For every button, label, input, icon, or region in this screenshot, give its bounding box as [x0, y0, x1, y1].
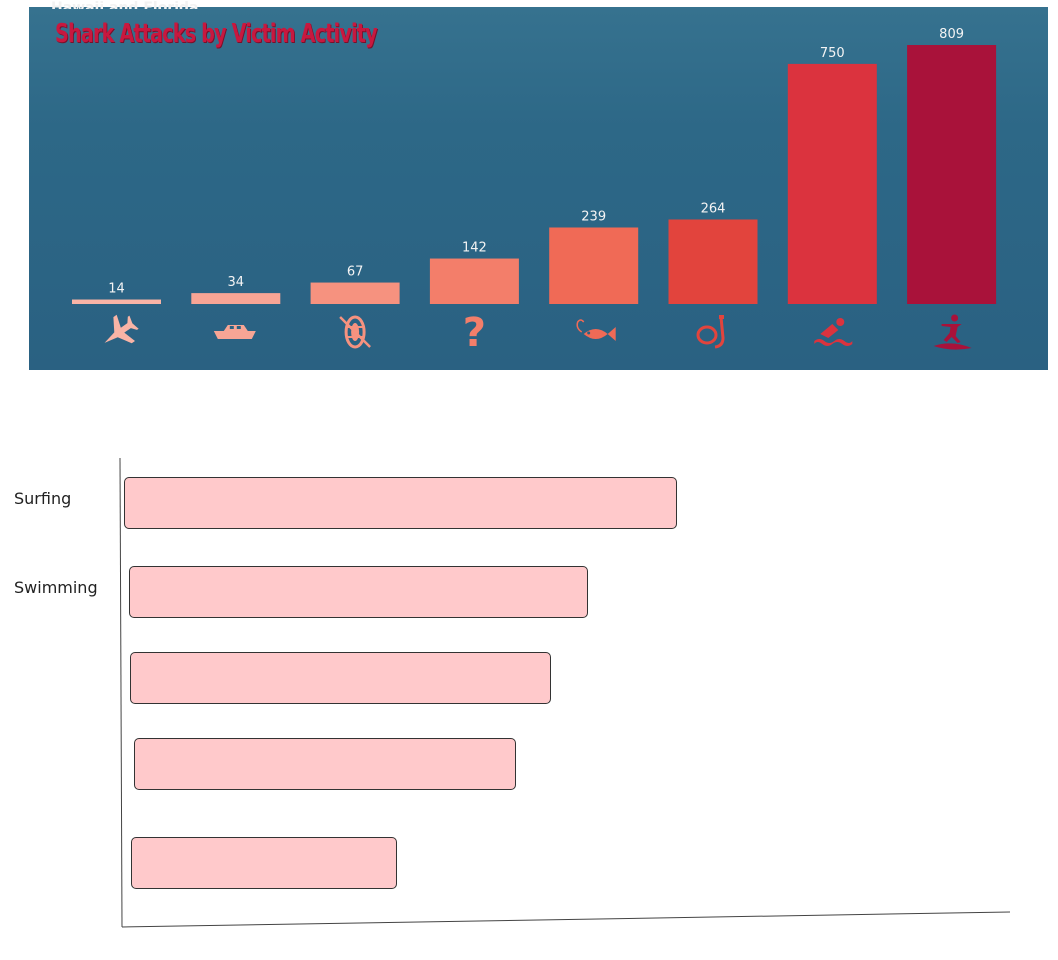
- bar-surfing: [907, 45, 997, 304]
- fishing-icon: [576, 319, 616, 341]
- bar-unknown: [429, 258, 519, 304]
- shark-chart-panel: Hawaii and Florida Shark Attacks by Vict…: [29, 0, 1048, 370]
- sketch-bar: [130, 652, 551, 704]
- bar-value-label: 14: [108, 282, 125, 297]
- bar-value-label: 264: [701, 201, 726, 216]
- bar-value-label: 750: [820, 46, 845, 61]
- bar-value-label: 142: [462, 241, 487, 256]
- unknown-icon: ?: [463, 310, 486, 356]
- rafting-icon: [339, 315, 371, 349]
- bar-airplane: [72, 299, 161, 304]
- svg-text:?: ?: [463, 310, 486, 356]
- chart-title: Shark Attacks by Victim Activity: [55, 19, 378, 49]
- bar-value-label: 67: [347, 265, 364, 280]
- bar-rafting: [310, 282, 400, 304]
- bar-fishing: [549, 227, 639, 304]
- boat-icon: [213, 325, 256, 339]
- bar-value-label: 239: [581, 209, 606, 224]
- swimming-icon: [814, 318, 853, 346]
- sketch-bar: [134, 738, 516, 790]
- sketch-bar: [131, 837, 397, 889]
- snorkeling-icon: [696, 315, 725, 349]
- surfing-icon: [933, 314, 972, 350]
- sketch-bar: [129, 566, 588, 618]
- bar-swimming: [787, 63, 877, 305]
- bar-chart: 14 34 67 142? 239 264 750 809: [72, 27, 997, 356]
- sketch-x-axis: [121, 911, 1011, 928]
- bar-snorkeling: [668, 219, 758, 304]
- airplane-icon: [104, 314, 139, 344]
- sketch-y-axis: [119, 457, 123, 928]
- bar-boat: [191, 293, 281, 304]
- bar-value-label: 34: [228, 275, 245, 290]
- chart-subtitle: Hawaii and Florida: [51, 0, 199, 9]
- sketch-category-label: Swimming: [14, 578, 98, 597]
- bar-value-label: 809: [939, 27, 964, 42]
- sketch-category-label: Surfing: [14, 489, 72, 508]
- sketch-bar: [124, 477, 677, 529]
